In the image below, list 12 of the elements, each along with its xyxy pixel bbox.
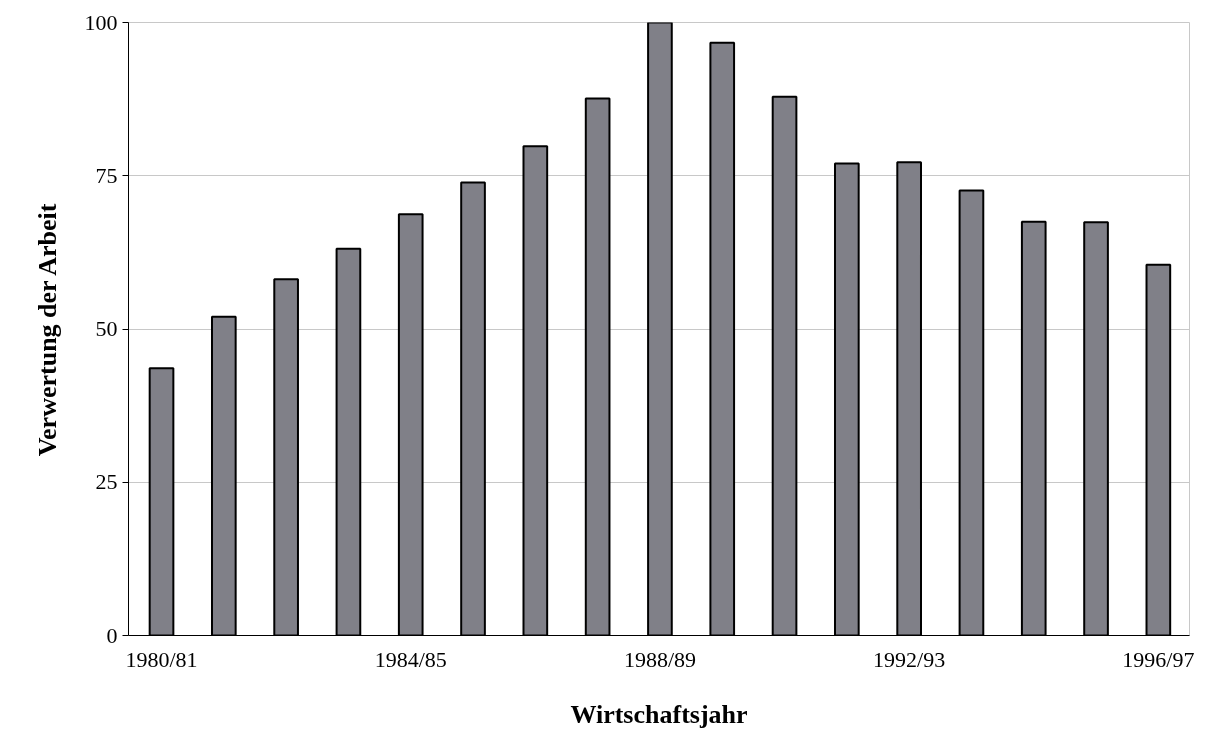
y-tick-label: 0 — [106, 622, 118, 648]
x-tick-label: 1984/85 — [374, 646, 447, 672]
x-tick-label: 1988/89 — [623, 646, 696, 672]
x-tick-label: 1996/97 — [1122, 646, 1195, 672]
x-tick-label: 1980/81 — [125, 646, 198, 672]
y-axis-title: Verwertung der Arbeit — [32, 203, 62, 457]
y-tick-label: 50 — [95, 316, 118, 341]
y-tick-label: 100 — [84, 9, 118, 35]
y-tick-label: 25 — [95, 469, 118, 495]
x-axis-title: Wirtschaftsjahr — [570, 699, 748, 729]
x-tick-label: 1992/93 — [873, 646, 946, 672]
y-tick-label: 75 — [95, 162, 118, 188]
